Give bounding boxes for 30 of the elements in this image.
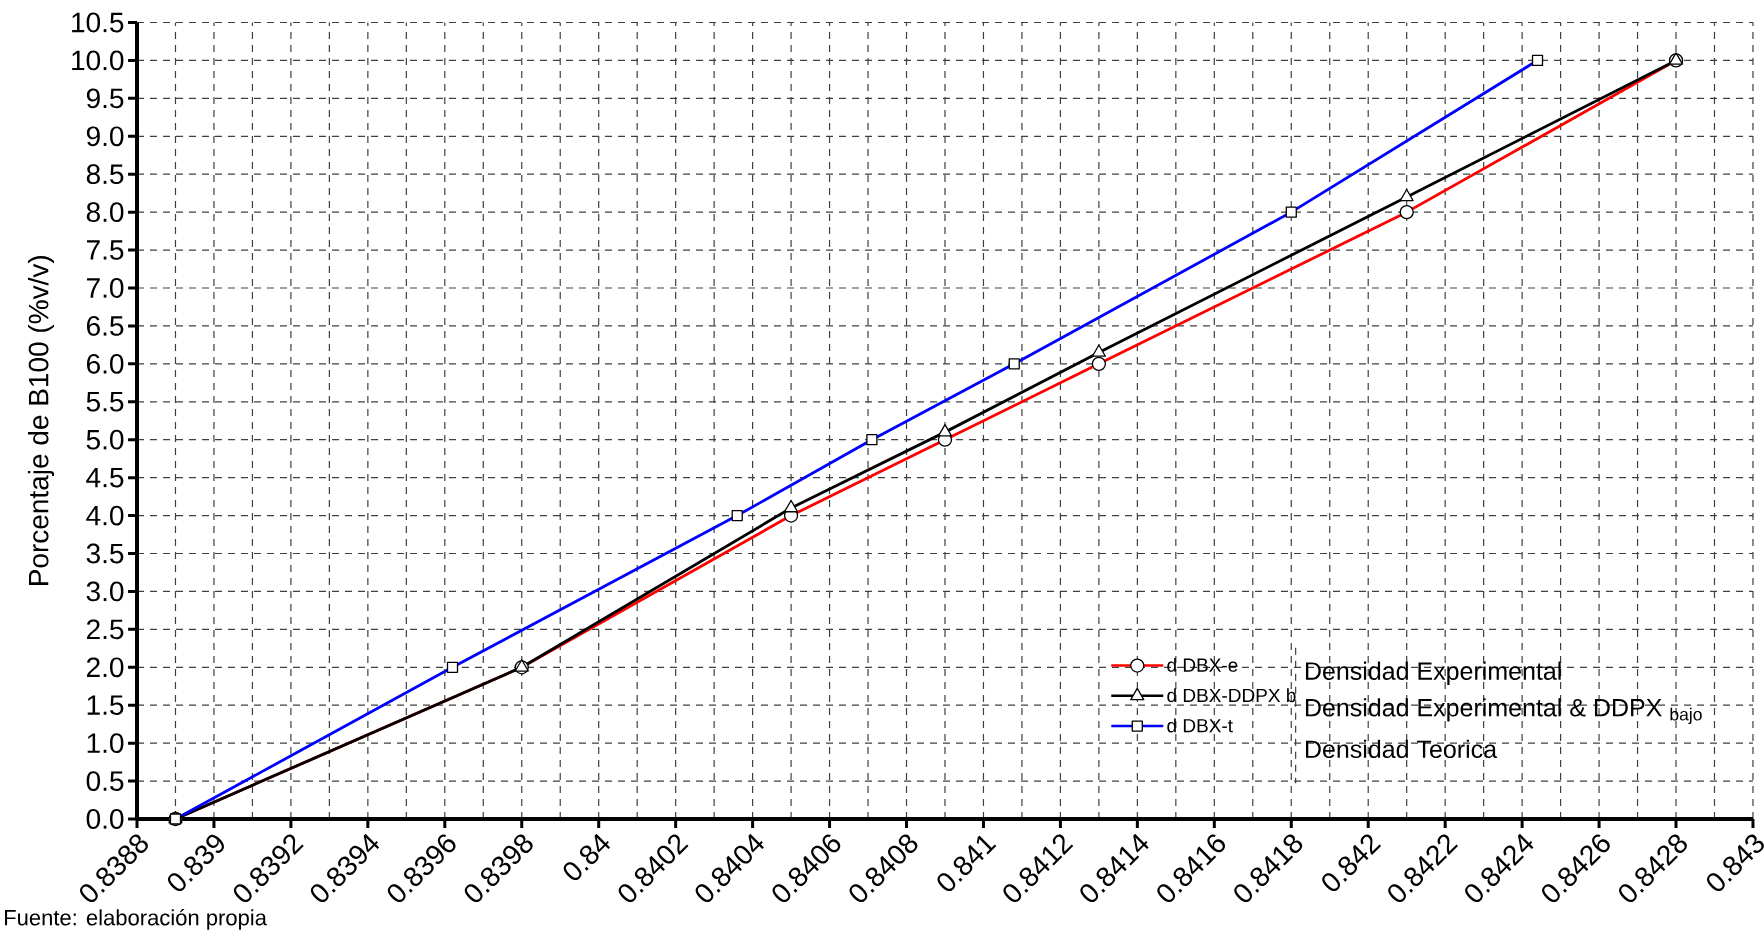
y-tick-label: 4.0 <box>86 505 124 526</box>
y-tick-label: 5.0 <box>86 429 124 450</box>
y-tick-label: 7.0 <box>87 278 124 298</box>
y-tick-label: 4.5 <box>86 467 124 488</box>
legend-label: d DBX-e <box>1167 657 1238 672</box>
y-tick-label: 3.5 <box>86 543 124 564</box>
y-tick-label: 10.0 <box>72 50 124 71</box>
y-tick-label: 1.5 <box>87 695 124 715</box>
y-tick-label: 0.0 <box>86 809 124 829</box>
legend-label: d DBX-DDPX b <box>1167 688 1296 703</box>
y-axis-title: Porcentaje de B100 (%v/v) <box>27 256 55 585</box>
annotation: Densidad Teorica <box>1305 739 1498 759</box>
legend-label: d DBX-t <box>1167 718 1233 733</box>
y-tick-label: 6.0 <box>87 353 124 374</box>
y-tick-label: 2.5 <box>86 619 124 640</box>
y-tick-label: 6.5 <box>87 316 124 336</box>
y-tick-label: 9.0 <box>86 126 124 147</box>
y-tick-label: 2.0 <box>86 657 124 678</box>
y-tick-label: 10.5 <box>72 12 124 33</box>
y-tick-label: 3.0 <box>86 581 124 602</box>
source-note: Fuente: elaboración propia <box>5 909 267 930</box>
y-tick-label: 1.0 <box>87 733 124 754</box>
annotation: Densidad Experimental <box>1305 661 1561 685</box>
y-tick-label: 7.5 <box>87 240 124 260</box>
y-tick-label: 5.5 <box>86 392 124 412</box>
y-tick-label: 8.5 <box>86 164 124 185</box>
x-tick-label: 0.84 <box>563 833 611 881</box>
y-tick-label: 8.0 <box>86 202 124 223</box>
y-tick-label: 9.5 <box>86 88 124 109</box>
y-tick-label: 0.5 <box>86 771 124 791</box>
